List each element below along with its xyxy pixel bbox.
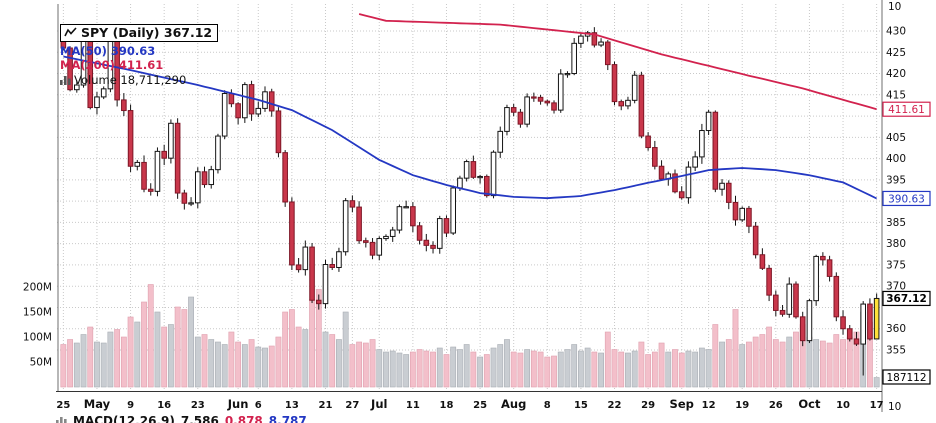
ma200-legend: MA(200) 411.61 — [60, 58, 164, 73]
svg-text:200M: 200M — [23, 282, 52, 294]
svg-text:100M: 100M — [23, 332, 52, 344]
svg-text:Jun: Jun — [227, 397, 249, 411]
svg-text:22: 22 — [608, 400, 622, 411]
svg-text:375: 375 — [886, 259, 906, 271]
svg-text:430: 430 — [886, 26, 906, 38]
svg-text:17: 17 — [870, 400, 884, 411]
svg-text:420: 420 — [886, 68, 906, 80]
svg-text:21: 21 — [319, 400, 333, 411]
svg-text:150M: 150M — [23, 307, 52, 319]
moving-averages — [63, 13, 877, 200]
symbol-title-text: SPY (Daily) 367.12 — [81, 24, 213, 40]
svg-text:370: 370 — [886, 281, 906, 293]
chart-line-icon — [64, 27, 77, 37]
svg-text:6: 6 — [255, 400, 262, 411]
macd-signal-value: 0.878 — [224, 414, 263, 423]
volume-bars-icon — [60, 75, 71, 85]
svg-text:23: 23 — [191, 400, 205, 411]
svg-text:50M: 50M — [30, 357, 52, 369]
clipped-scale-label-bottom: 10 — [888, 401, 902, 413]
clipped-scale-label-top: 10 — [888, 1, 902, 13]
gridlines — [57, 4, 880, 391]
svg-text:415: 415 — [886, 89, 906, 101]
macd-hist-value: 8.787 — [268, 414, 307, 423]
svg-text:367.12: 367.12 — [886, 293, 927, 305]
svg-text:9: 9 — [127, 400, 134, 411]
svg-text:26: 26 — [769, 400, 783, 411]
svg-text:10: 10 — [836, 400, 850, 411]
svg-text:390.63: 390.63 — [888, 193, 925, 205]
chart-legend: SPY (Daily) 367.12 MA(50) 390.63 MA(200)… — [60, 23, 219, 87]
svg-text:11: 11 — [406, 400, 420, 411]
svg-text:29: 29 — [641, 400, 655, 411]
svg-text:355: 355 — [886, 345, 906, 357]
svg-text:Aug: Aug — [501, 397, 526, 411]
macd-value: 7.586 — [180, 414, 219, 423]
svg-text:425: 425 — [886, 47, 906, 59]
svg-text:8: 8 — [544, 400, 551, 411]
svg-text:13: 13 — [285, 400, 299, 411]
svg-text:385: 385 — [886, 217, 906, 229]
volume-legend: Volume 18,711,290 — [60, 73, 218, 87]
svg-text:25: 25 — [473, 400, 487, 411]
svg-text:25: 25 — [56, 400, 70, 411]
candles — [60, 27, 880, 376]
svg-text:19: 19 — [735, 400, 749, 411]
svg-text:Jul: Jul — [370, 397, 387, 411]
svg-text:Sep: Sep — [670, 397, 694, 411]
volume-legend-text: Volume 18,711,290 — [74, 72, 187, 87]
svg-text:405: 405 — [886, 132, 906, 144]
svg-text:411.61: 411.61 — [888, 104, 925, 116]
svg-text:395: 395 — [886, 174, 906, 186]
ma50-legend: MA(50) 390.63 — [60, 44, 156, 58]
svg-text:18: 18 — [440, 400, 454, 411]
macd-icon — [56, 417, 67, 423]
svg-text:15: 15 — [574, 400, 588, 411]
svg-text:360: 360 — [886, 323, 906, 335]
symbol-title: SPY (Daily) 367.12 — [60, 23, 219, 43]
macd-label: MACD(12,26,9) — [73, 414, 175, 423]
svg-text:380: 380 — [886, 238, 906, 250]
ma50-line — [63, 55, 877, 200]
svg-text:187112: 187112 — [886, 372, 926, 384]
svg-text:Oct: Oct — [798, 397, 821, 411]
volume-bars — [60, 284, 880, 388]
macd-legend: MACD(12,26,9) 7.586 0.878 8.787 — [56, 414, 307, 423]
svg-text:400: 400 — [886, 153, 906, 165]
ma200-line — [358, 13, 877, 111]
svg-text:16: 16 — [157, 400, 171, 411]
svg-text:12: 12 — [702, 400, 716, 411]
svg-text:27: 27 — [345, 400, 359, 411]
svg-text:May: May — [84, 397, 111, 411]
axes-and-labels: 430 425 420 415 405 400 395 385 380 375 370 360 355 2… — [23, 0, 931, 412]
